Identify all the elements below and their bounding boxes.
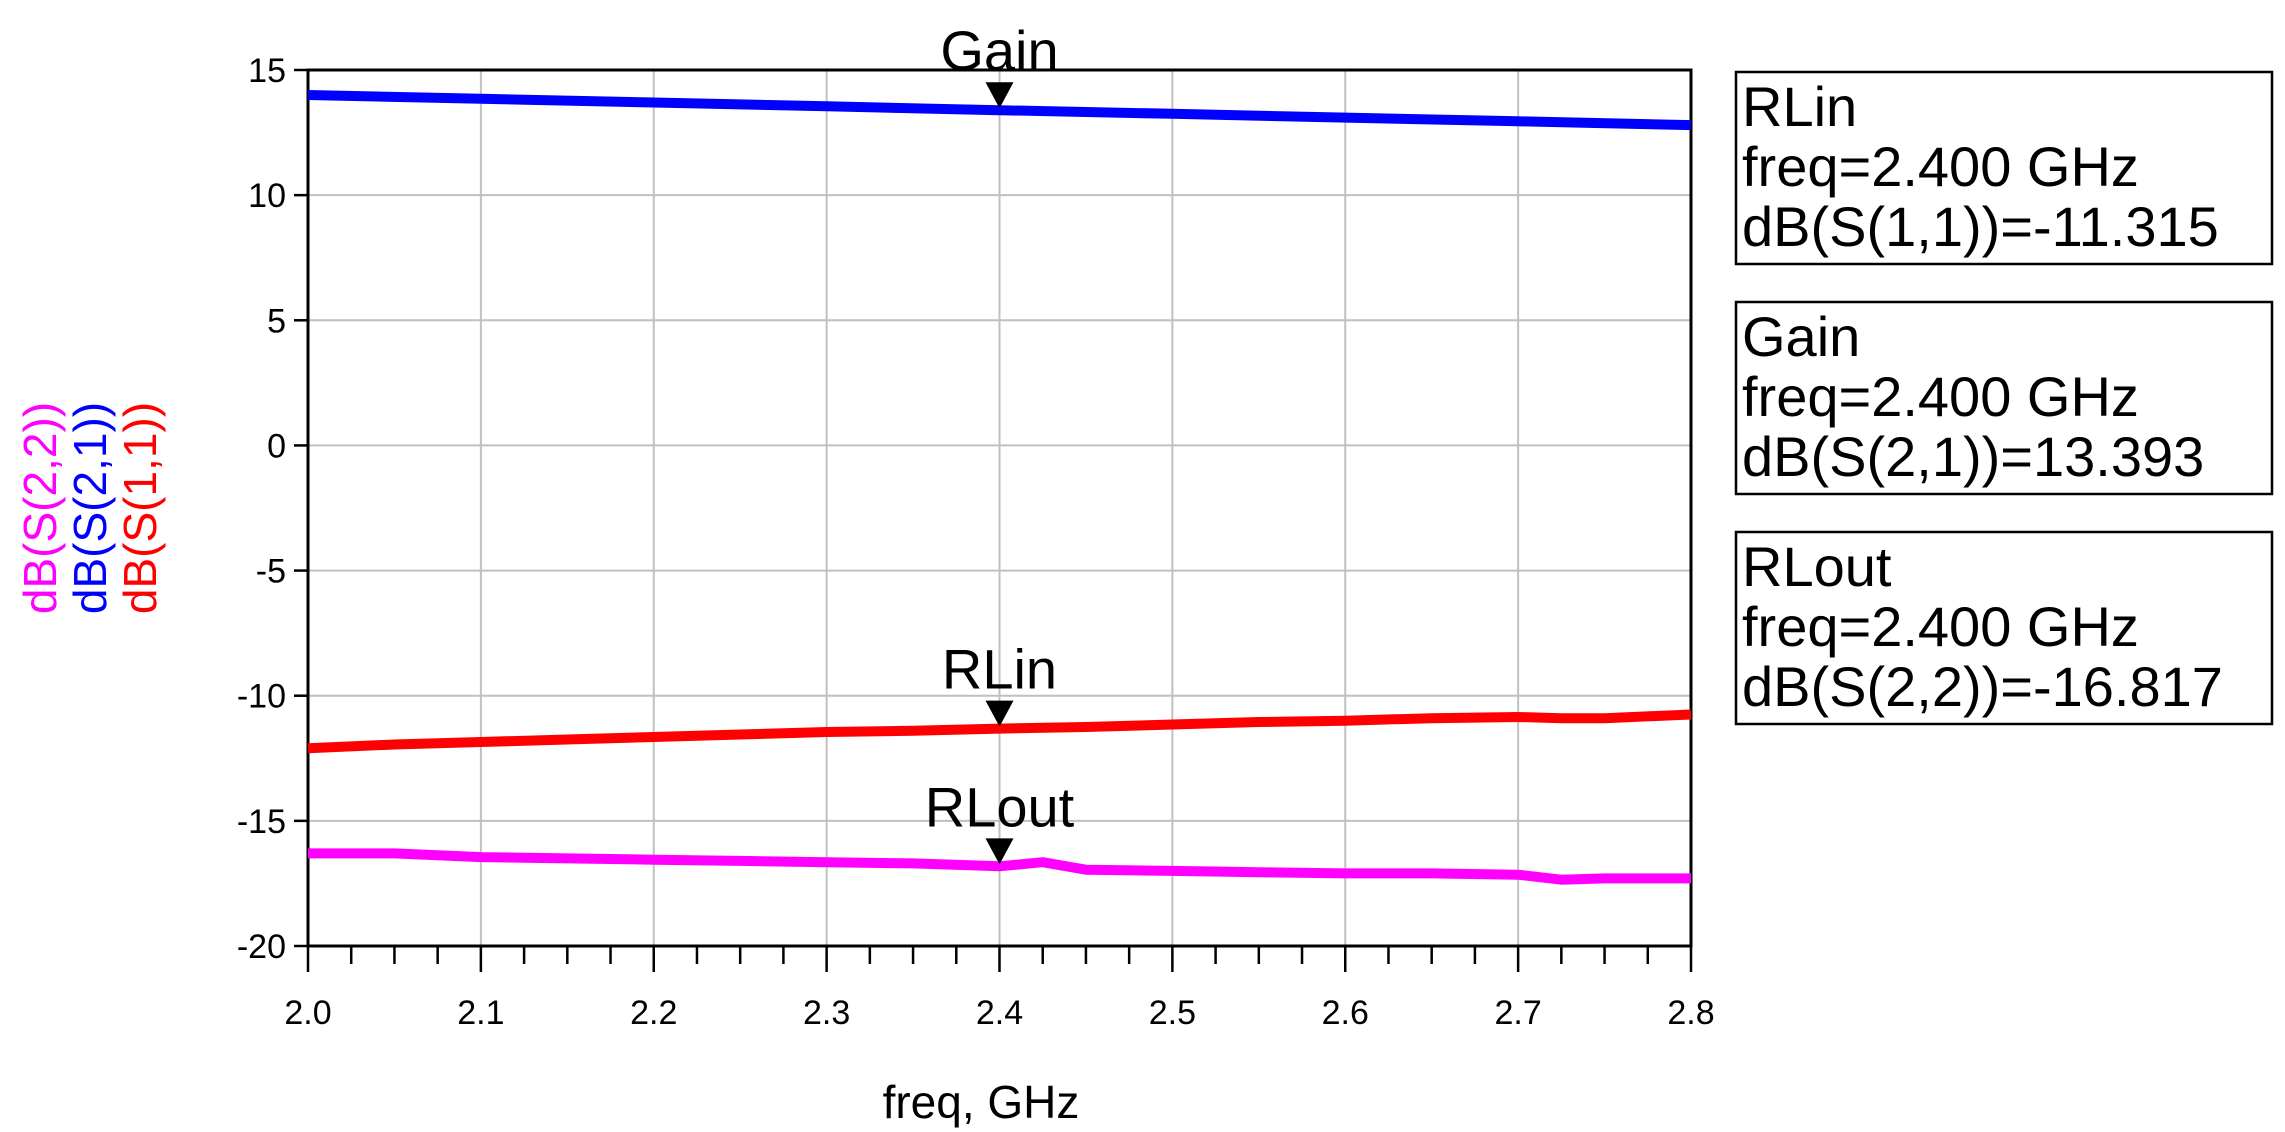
marker-triangle: [985, 838, 1014, 865]
x-tick-label: 2.7: [1494, 994, 1541, 1032]
x-tick-label: 2.8: [1667, 994, 1714, 1032]
y-axis-labels: dB(S(2,2))dB(S(2,1))dB(S(1,1)): [14, 402, 166, 614]
y-tick-label: 10: [248, 177, 286, 215]
x-tick-label: 2.0: [284, 994, 331, 1032]
y-axis-series-label: dB(S(2,1)): [64, 402, 116, 614]
readout-line: dB(S(2,1))=13.393: [1742, 425, 2204, 488]
readout-frame: [1734, 530, 2274, 726]
readout-line: freq=2.400 GHz: [1742, 365, 2139, 428]
y-tick-label: -5: [256, 553, 286, 591]
marker-label: RLin: [942, 638, 1057, 701]
y-tick-label: -20: [237, 928, 286, 966]
y-axis-series-label: dB(S(1,1)): [114, 402, 166, 614]
marker-label: RLout: [925, 775, 1075, 838]
series-line: [307, 90, 1692, 131]
readout-line: dB(S(1,1))=-11.315: [1742, 195, 2219, 258]
x-tick-label: 2.4: [976, 994, 1023, 1032]
x-tick-label: 2.1: [457, 994, 504, 1032]
x-tick-label: 2.6: [1322, 994, 1369, 1032]
readout-frame: [1734, 300, 2274, 496]
y-tick-label: 0: [267, 427, 286, 465]
series-line: [307, 709, 1692, 754]
y-tick-label: 15: [248, 52, 286, 90]
series-lines: [307, 90, 1692, 885]
plot-frame: [306, 68, 1693, 948]
readout-line: freq=2.400 GHz: [1742, 135, 2139, 198]
axes: 2.0 2.1 2.2 2.3 2.4 2.5 2.6 2.7 2.8 15 10 5 0 -5 -10 -1…: [237, 52, 1715, 1032]
marker-triangle: [985, 82, 1014, 109]
series-line: [308, 848, 1691, 885]
readout-line: dB(S(2,2))=-16.817: [1742, 655, 2223, 718]
y-tick-label: -15: [237, 803, 286, 841]
x-axis-title: freq, GHz: [883, 1076, 1080, 1128]
markers: Gain RLin RLout: [925, 19, 1075, 865]
marker-triangle: [985, 700, 1014, 727]
y-tick-label: 5: [267, 302, 286, 340]
y-tick-label: -10: [237, 678, 286, 716]
marker-label: Gain: [940, 19, 1058, 82]
readout-line: RLout: [1742, 535, 1892, 598]
x-tick-label: 2.2: [630, 994, 677, 1032]
x-tick-label: 2.3: [803, 994, 850, 1032]
y-axis-series-label: dB(S(2,2)): [14, 402, 66, 614]
readout-frame: [1734, 70, 2274, 266]
readout-line: freq=2.400 GHz: [1742, 595, 2139, 658]
readout-line: RLin: [1742, 75, 1857, 138]
readout-line: Gain: [1742, 305, 1860, 368]
x-tick-label: 2.5: [1149, 994, 1196, 1032]
